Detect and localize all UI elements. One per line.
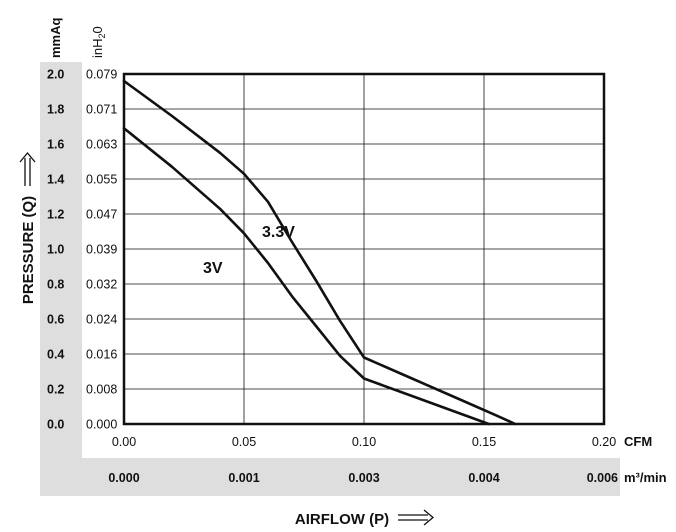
y-tick-label-inh2o: 0.047 [86, 208, 117, 222]
x-tick-label-m3min: 0.001 [228, 471, 259, 485]
series-label-3v: 3V [203, 260, 223, 277]
y-tick-label-mmaq: 1.6 [47, 138, 64, 152]
y-tick-label-mmaq: 1.8 [47, 103, 64, 117]
y-tick-labels: 0.0 0.000 0.2 0.008 0.4 0.016 0.6 0.024 0.8 0.032… [47, 68, 117, 432]
x-tick-label-m3min: 0.000 [108, 471, 139, 485]
y-tick-label-mmaq: 1.0 [47, 243, 64, 257]
y-axis-title: PRESSURE (Q) [20, 196, 37, 304]
x-tick-label-cfm: 0.20 [592, 435, 616, 449]
y-tick-label-mmaq: 1.4 [47, 173, 64, 187]
x-axis-m3min-band [40, 458, 620, 496]
x-axis-title: AIRFLOW (P) [295, 511, 389, 528]
grid-lines [124, 74, 604, 424]
x-tick-label-cfm: 0.05 [232, 435, 256, 449]
series-line-3-3v [122, 79, 517, 426]
y-unit-inh2o: inH20 [90, 26, 107, 58]
right-arrow-icon [398, 509, 435, 526]
up-arrow-icon [19, 151, 36, 186]
y-tick-label-inh2o: 0.016 [86, 348, 117, 362]
x-tick-label-m3min: 0.003 [348, 471, 379, 485]
plot-frame [122, 72, 606, 426]
y-tick-label-inh2o: 0.024 [86, 313, 117, 327]
series-line-3v [122, 127, 491, 426]
y-tick-label-inh2o: 0.079 [86, 68, 117, 82]
x-tick-label-cfm: 0.10 [352, 435, 376, 449]
x-tick-label-m3min: 0.006 [587, 471, 618, 485]
x-unit-cfm: CFM [624, 434, 652, 449]
series-label-3-3v: 3.3V [262, 224, 295, 241]
y-unit-mmaq: mmAq [48, 17, 63, 58]
y-axis-band [40, 62, 82, 496]
y-tick-label-mmaq: 1.2 [47, 208, 64, 222]
y-tick-label-inh2o: 0.063 [86, 138, 117, 152]
y-tick-label-mmaq: 0.0 [47, 418, 64, 432]
series-lines [122, 79, 517, 426]
y-tick-label-inh2o: 0.032 [86, 278, 117, 292]
y-tick-label-inh2o: 0.039 [86, 243, 117, 257]
x-tick-labels: 0.00 0.000 0.05 0.001 0.10 0.003 0.15 0.004 0.20… [108, 435, 618, 485]
y-axis-title-group: PRESSURE (Q) [19, 151, 37, 304]
y-tick-label-inh2o: 0.000 [86, 418, 117, 432]
y-tick-label-mmaq: 0.6 [47, 313, 64, 327]
x-tick-label-cfm: 0.15 [472, 435, 496, 449]
y-tick-label-inh2o: 0.055 [86, 173, 117, 187]
y-tick-label-inh2o: 0.008 [86, 383, 117, 397]
y-tick-label-mmaq: 0.2 [47, 383, 64, 397]
y-tick-label-mmaq: 0.8 [47, 278, 64, 292]
y-tick-label-inh2o: 0.071 [86, 103, 117, 117]
y-tick-label-mmaq: 0.4 [47, 348, 64, 362]
y-tick-label-mmaq: 2.0 [47, 68, 64, 82]
x-tick-label-cfm: 0.00 [112, 435, 136, 449]
x-tick-label-m3min: 0.004 [468, 471, 499, 485]
x-unit-m3min: m³/min [624, 470, 667, 485]
